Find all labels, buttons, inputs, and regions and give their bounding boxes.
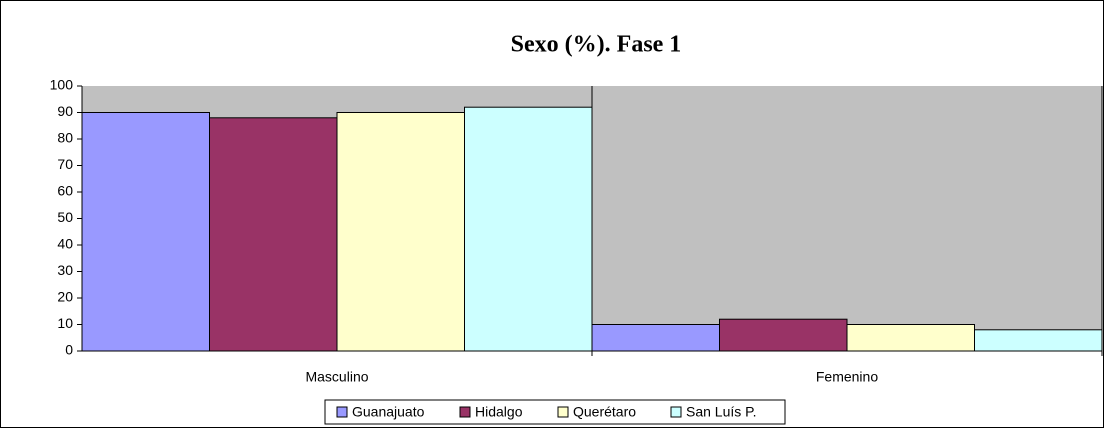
legend-swatch: [557, 406, 569, 418]
bar: [464, 106, 593, 352]
y-tick-label: 0: [65, 342, 73, 358]
bar: [846, 324, 975, 352]
y-tick-label: 50: [57, 209, 73, 225]
legend-swatch: [670, 406, 682, 418]
y-tick-label: 10: [57, 315, 73, 331]
y-tick-label: 90: [57, 103, 73, 119]
x-tick-label: Masculino: [305, 369, 368, 385]
bar: [974, 329, 1103, 352]
legend-label: Querétaro: [573, 404, 636, 420]
legend-label: Hidalgo: [475, 404, 523, 420]
legend-box: [324, 399, 786, 425]
legend-swatch: [336, 406, 348, 418]
bar: [81, 112, 210, 352]
y-tick-label: 30: [57, 262, 73, 278]
bar: [591, 324, 720, 352]
y-tick-label: 70: [57, 156, 73, 172]
x-tick-label: Femenino: [816, 369, 878, 385]
bar: [336, 112, 465, 352]
legend-label: Guanajuato: [352, 404, 425, 420]
bar: [209, 117, 338, 352]
y-tick-label: 100: [50, 77, 74, 93]
y-tick-label: 60: [57, 183, 73, 199]
bar: [719, 318, 848, 352]
y-tick-label: 20: [57, 289, 73, 305]
y-tick-label: 40: [57, 236, 73, 252]
chart-title: Sexo (%). Fase 1: [511, 32, 682, 58]
y-tick-label: 80: [57, 130, 73, 146]
legend-swatch: [459, 406, 471, 418]
legend-label: San Luís P.: [686, 404, 757, 420]
